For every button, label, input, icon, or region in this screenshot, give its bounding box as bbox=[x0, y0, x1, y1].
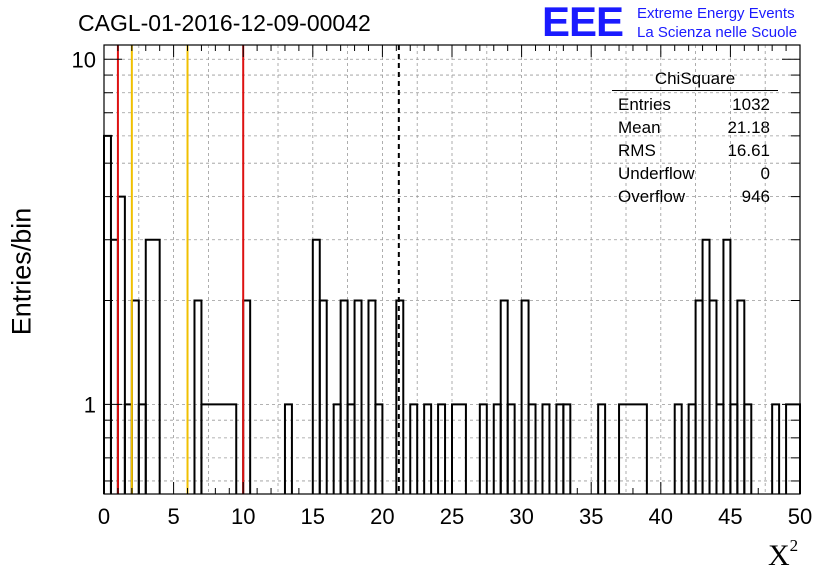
y-tick-label: 1 bbox=[84, 392, 96, 417]
histogram-bin bbox=[367, 299, 377, 494]
histogram-bin bbox=[527, 403, 537, 494]
x-axis-label: X2 bbox=[768, 536, 798, 573]
stats-label: Entries bbox=[618, 95, 671, 114]
stats-value: 1032 bbox=[732, 95, 770, 114]
stats-label: Underflow bbox=[618, 164, 695, 183]
logo-caption: Extreme Energy Events La Scienza nelle S… bbox=[637, 4, 797, 42]
histogram-bin bbox=[499, 299, 509, 494]
histogram-bin bbox=[541, 403, 551, 494]
x-tick-label: 5 bbox=[167, 504, 179, 529]
histogram-bin bbox=[103, 134, 112, 494]
x-tick-label: 50 bbox=[788, 504, 812, 529]
stats-row-rms: RMS 16.61 bbox=[612, 139, 778, 162]
stats-row-mean: Mean 21.18 bbox=[612, 116, 778, 139]
histogram-bin bbox=[283, 403, 293, 494]
histogram-bin bbox=[242, 299, 252, 494]
y-tick-label: 10 bbox=[72, 47, 96, 72]
histogram-bin bbox=[409, 403, 419, 494]
stats-label: Overflow bbox=[618, 187, 686, 206]
histogram-bin bbox=[130, 299, 140, 494]
stats-value: 0 bbox=[760, 164, 770, 183]
x-tick-label: 0 bbox=[98, 504, 110, 529]
stats-value: 16.61 bbox=[727, 141, 770, 160]
stats-label: Mean bbox=[618, 118, 661, 137]
run-title: CAGL-01-2016-12-09-00042 bbox=[78, 10, 371, 36]
histogram-bin bbox=[116, 195, 126, 494]
histogram-bin bbox=[743, 403, 753, 494]
histogram-bin bbox=[451, 403, 467, 494]
histogram-bin bbox=[353, 299, 363, 494]
histogram-bin bbox=[694, 299, 704, 494]
stats-value: 946 bbox=[741, 187, 770, 206]
tick-labels: 0 5 10 15 20 25 30 35 40 45 50 1 10 bbox=[72, 47, 813, 529]
histogram-bin bbox=[339, 299, 349, 494]
x-tick-label: 35 bbox=[579, 504, 603, 529]
stats-label: RMS bbox=[618, 141, 656, 160]
stats-title: ChiSquare bbox=[612, 68, 778, 91]
histogram-bin bbox=[520, 299, 530, 494]
histogram-bin bbox=[701, 238, 711, 494]
stats-box: ChiSquare Entries 1032 Mean 21.18 RMS 16.61… bbox=[612, 68, 778, 208]
reference-lines bbox=[116, 45, 400, 494]
histogram-bin bbox=[478, 403, 488, 494]
histogram-bin bbox=[437, 403, 447, 494]
x-tick-label: 40 bbox=[649, 504, 673, 529]
histogram-bin bbox=[374, 403, 384, 494]
x-tick-label: 10 bbox=[231, 504, 255, 529]
x-axis-label-sup: 2 bbox=[789, 536, 799, 555]
histogram-bin bbox=[722, 238, 732, 494]
histogram-bin bbox=[708, 299, 718, 494]
x-tick-label: 20 bbox=[370, 504, 394, 529]
axis-ticks bbox=[103, 45, 801, 494]
histogram-bin bbox=[200, 403, 238, 494]
stats-row-underflow: Underflow 0 bbox=[612, 162, 778, 185]
logo-caption-line2: La Scienza nelle Scuole bbox=[637, 24, 798, 41]
histogram-bin bbox=[736, 299, 746, 494]
stats-row-overflow: Overflow 946 bbox=[612, 185, 778, 208]
histogram-bin bbox=[771, 403, 781, 494]
y-axis-label-text: Entries/bin bbox=[6, 207, 37, 336]
histogram-bin bbox=[318, 299, 328, 494]
histogram-bin bbox=[311, 238, 321, 494]
logo-caption-line1: Extreme Energy Events bbox=[637, 5, 795, 22]
histogram-bin bbox=[144, 238, 161, 494]
x-tick-label: 45 bbox=[718, 504, 742, 529]
histogram-bin bbox=[109, 238, 119, 494]
stats-row-entries: Entries 1032 bbox=[612, 93, 778, 116]
histogram-bin bbox=[423, 403, 433, 494]
histogram-bin bbox=[562, 403, 572, 494]
histogram-bin bbox=[597, 403, 607, 494]
histogram-bin bbox=[193, 299, 203, 494]
histogram-bin bbox=[618, 403, 648, 494]
eee-logo: EEE bbox=[542, 0, 624, 45]
x-tick-label: 15 bbox=[301, 504, 325, 529]
histogram-bin bbox=[506, 403, 516, 494]
histogram-bin bbox=[673, 403, 683, 494]
x-axis-label-main: X bbox=[768, 539, 790, 572]
x-tick-label: 25 bbox=[440, 504, 464, 529]
stats-value: 21.18 bbox=[727, 118, 770, 137]
x-tick-label: 30 bbox=[509, 504, 533, 529]
